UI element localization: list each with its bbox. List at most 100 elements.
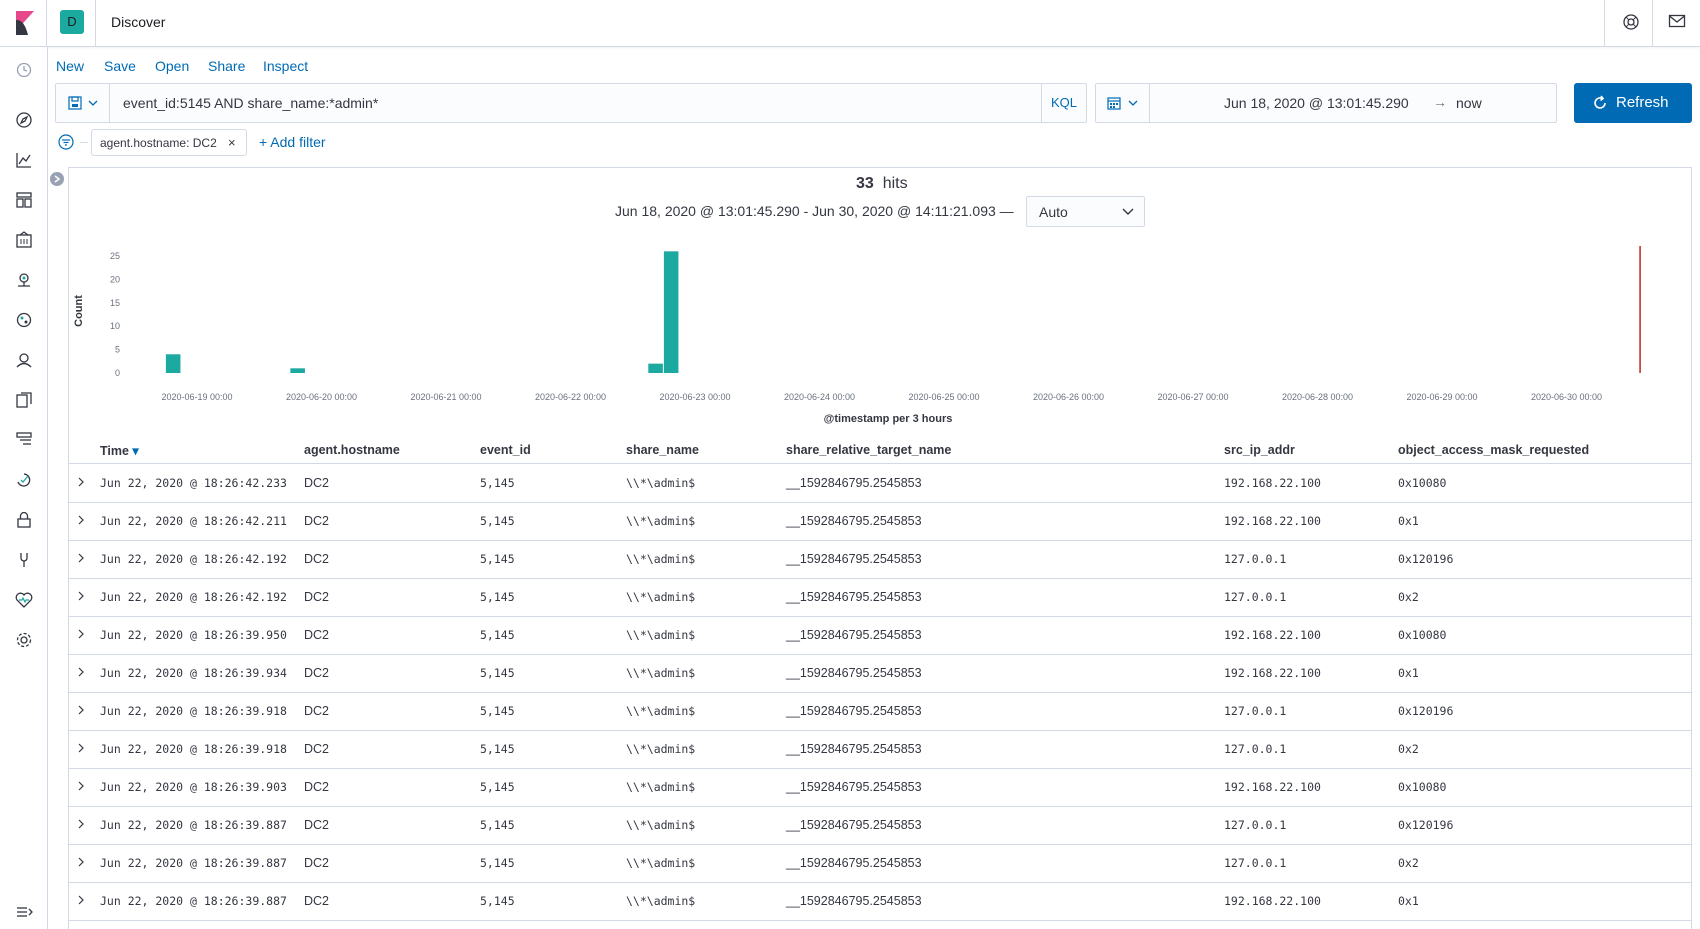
table-cell: 127.0.0.1: [1224, 704, 1287, 718]
table-cell: \\*\admin$: [626, 780, 696, 794]
saved-queries-button[interactable]: [56, 84, 110, 122]
x-tick-label: 2020-06-24 00:00: [784, 392, 855, 402]
chevron-down-icon: [88, 100, 98, 106]
share-button[interactable]: Share: [208, 58, 246, 74]
logs-icon[interactable]: [14, 430, 34, 450]
table-row: Jun 22, 2020 @ 18:26:42.192 DC2 5,145 \\*\a…: [68, 541, 1692, 579]
sidebar-toggle-button[interactable]: [50, 172, 64, 186]
expand-row-icon[interactable]: [76, 475, 90, 489]
expand-row-icon[interactable]: [76, 779, 90, 793]
inspect-button[interactable]: Inspect: [263, 58, 309, 74]
save-button[interactable]: Save: [104, 58, 136, 74]
table-row: Jun 22, 2020 @ 18:26:39.950 DC2 5,145 \\*\a…: [68, 617, 1692, 655]
monitoring-icon[interactable]: [14, 590, 34, 610]
visualize-icon[interactable]: [14, 150, 34, 170]
column-header[interactable]: share_relative_target_name: [786, 443, 952, 457]
end-date[interactable]: now: [1456, 95, 1482, 111]
table-cell: 5,145: [480, 590, 515, 604]
close-icon[interactable]: ×: [228, 135, 236, 150]
table-cell: \\*\admin$: [626, 742, 696, 756]
column-header[interactable]: object_access_mask_requested: [1398, 443, 1590, 457]
table-row: Jun 22, 2020 @ 18:26:39.934 DC2 5,145 \\*\a…: [68, 655, 1692, 693]
expand-row-icon[interactable]: [76, 855, 90, 869]
ml-icon[interactable]: [14, 310, 34, 330]
table-cell: Jun 22, 2020 @ 18:26:42.233: [100, 476, 287, 490]
histogram-chart: 0 5 10 15 20 25 Count 2020-06-19 00:00 2020-06-2…: [73, 246, 1641, 425]
refresh-label: Refresh: [1616, 94, 1669, 111]
x-tick-label: 2020-06-26 00:00: [1033, 392, 1104, 402]
new-button[interactable]: New: [56, 58, 85, 74]
table-cell: 5,145: [480, 552, 515, 566]
discover-icon[interactable]: [14, 110, 34, 130]
expand-row-icon[interactable]: [76, 893, 90, 907]
mail-icon[interactable]: [1668, 13, 1688, 33]
filter-pill[interactable]: agent.hostname: DC2 ×: [91, 129, 247, 156]
table-cell: __1592846795.2545853: [786, 742, 922, 756]
expand-row-icon[interactable]: [76, 665, 90, 679]
interval-select[interactable]: Auto: [1026, 196, 1145, 227]
open-button[interactable]: Open: [155, 58, 190, 74]
table-cell: DC2: [304, 818, 330, 832]
table-cell: Jun 22, 2020 @ 18:26:39.950: [100, 628, 287, 642]
table-cell: __1592846795.2545853: [786, 628, 922, 642]
canvas-icon[interactable]: [14, 230, 34, 250]
table-cell: 0x2: [1398, 856, 1419, 870]
siem-icon[interactable]: [14, 350, 34, 370]
table-cell: 0x120196: [1398, 552, 1454, 566]
sort-icon[interactable]: ▾: [128, 444, 139, 458]
table-cell: __1592846795.2545853: [786, 514, 922, 528]
search-input[interactable]: event_id:5145 AND share_name:*admin*: [123, 95, 379, 111]
x-tick-label: 2020-06-27 00:00: [1157, 392, 1228, 402]
table-cell: DC2: [304, 628, 330, 642]
column-header[interactable]: agent.hostname: [304, 443, 400, 457]
start-date[interactable]: Jun 18, 2020 @ 13:01:45.290: [1224, 95, 1409, 111]
table-cell: 127.0.0.1: [1224, 552, 1287, 566]
x-tick-label: 2020-06-28 00:00: [1282, 392, 1353, 402]
maps-icon[interactable]: [14, 270, 34, 290]
expand-row-icon[interactable]: [76, 703, 90, 717]
expand-row-icon[interactable]: [76, 589, 90, 603]
histogram-bar: [290, 368, 305, 373]
table-cell: DC2: [304, 704, 330, 718]
filter-options-icon[interactable]: [58, 134, 74, 150]
chevron-down-icon: [1122, 208, 1134, 215]
column-header[interactable]: event_id: [480, 443, 531, 457]
add-filter-button[interactable]: + Add filter: [259, 134, 326, 150]
dock-icon[interactable]: [14, 902, 34, 922]
dashboard-icon[interactable]: [14, 190, 34, 210]
expand-row-icon[interactable]: [76, 627, 90, 641]
kibana-logo[interactable]: [0, 0, 47, 47]
filter-pill-label: agent.hostname: DC2: [100, 136, 217, 150]
table-cell: 0x2: [1398, 590, 1419, 604]
table-cell: \\*\admin$: [626, 552, 696, 566]
expand-row-icon[interactable]: [76, 551, 90, 565]
table-cell: 0x1: [1398, 514, 1419, 528]
x-tick-label: 2020-06-21 00:00: [410, 392, 481, 402]
security-icon[interactable]: [14, 510, 34, 530]
x-tick-label: 2020-06-29 00:00: [1406, 392, 1477, 402]
apm-icon[interactable]: [14, 470, 34, 490]
table-cell: \\*\admin$: [626, 894, 696, 908]
column-header[interactable]: src_ip_addr: [1224, 443, 1295, 457]
column-header[interactable]: share_name: [626, 443, 699, 457]
quick-select-button[interactable]: [1096, 84, 1150, 122]
table-cell: \\*\admin$: [626, 666, 696, 680]
y-tick-label: 25: [110, 251, 120, 261]
query-language-button[interactable]: KQL: [1041, 84, 1086, 122]
expand-row-icon[interactable]: [76, 741, 90, 755]
expand-row-icon[interactable]: [76, 817, 90, 831]
space-avatar[interactable]: D: [60, 10, 84, 34]
table-cell: Jun 22, 2020 @ 18:26:39.887: [100, 818, 287, 832]
dev-tools-icon[interactable]: [14, 550, 34, 570]
help-icon[interactable]: [1622, 13, 1642, 33]
management-icon[interactable]: [14, 630, 34, 650]
refresh-button[interactable]: Refresh: [1574, 83, 1692, 123]
expand-row-icon[interactable]: [76, 513, 90, 527]
interval-value: Auto: [1039, 204, 1068, 220]
uptime-icon[interactable]: [14, 390, 34, 410]
x-tick-label: 2020-06-22 00:00: [535, 392, 606, 402]
column-header[interactable]: Time ▾: [100, 444, 139, 458]
table-row: Jun 22, 2020 @ 18:26:39.887 DC2 5,145 \\*\a…: [68, 845, 1692, 883]
table-row: Jun 22, 2020 @ 18:26:42.233 DC2 5,145 \\*\a…: [68, 465, 1692, 503]
recently-viewed-icon[interactable]: [14, 60, 34, 80]
